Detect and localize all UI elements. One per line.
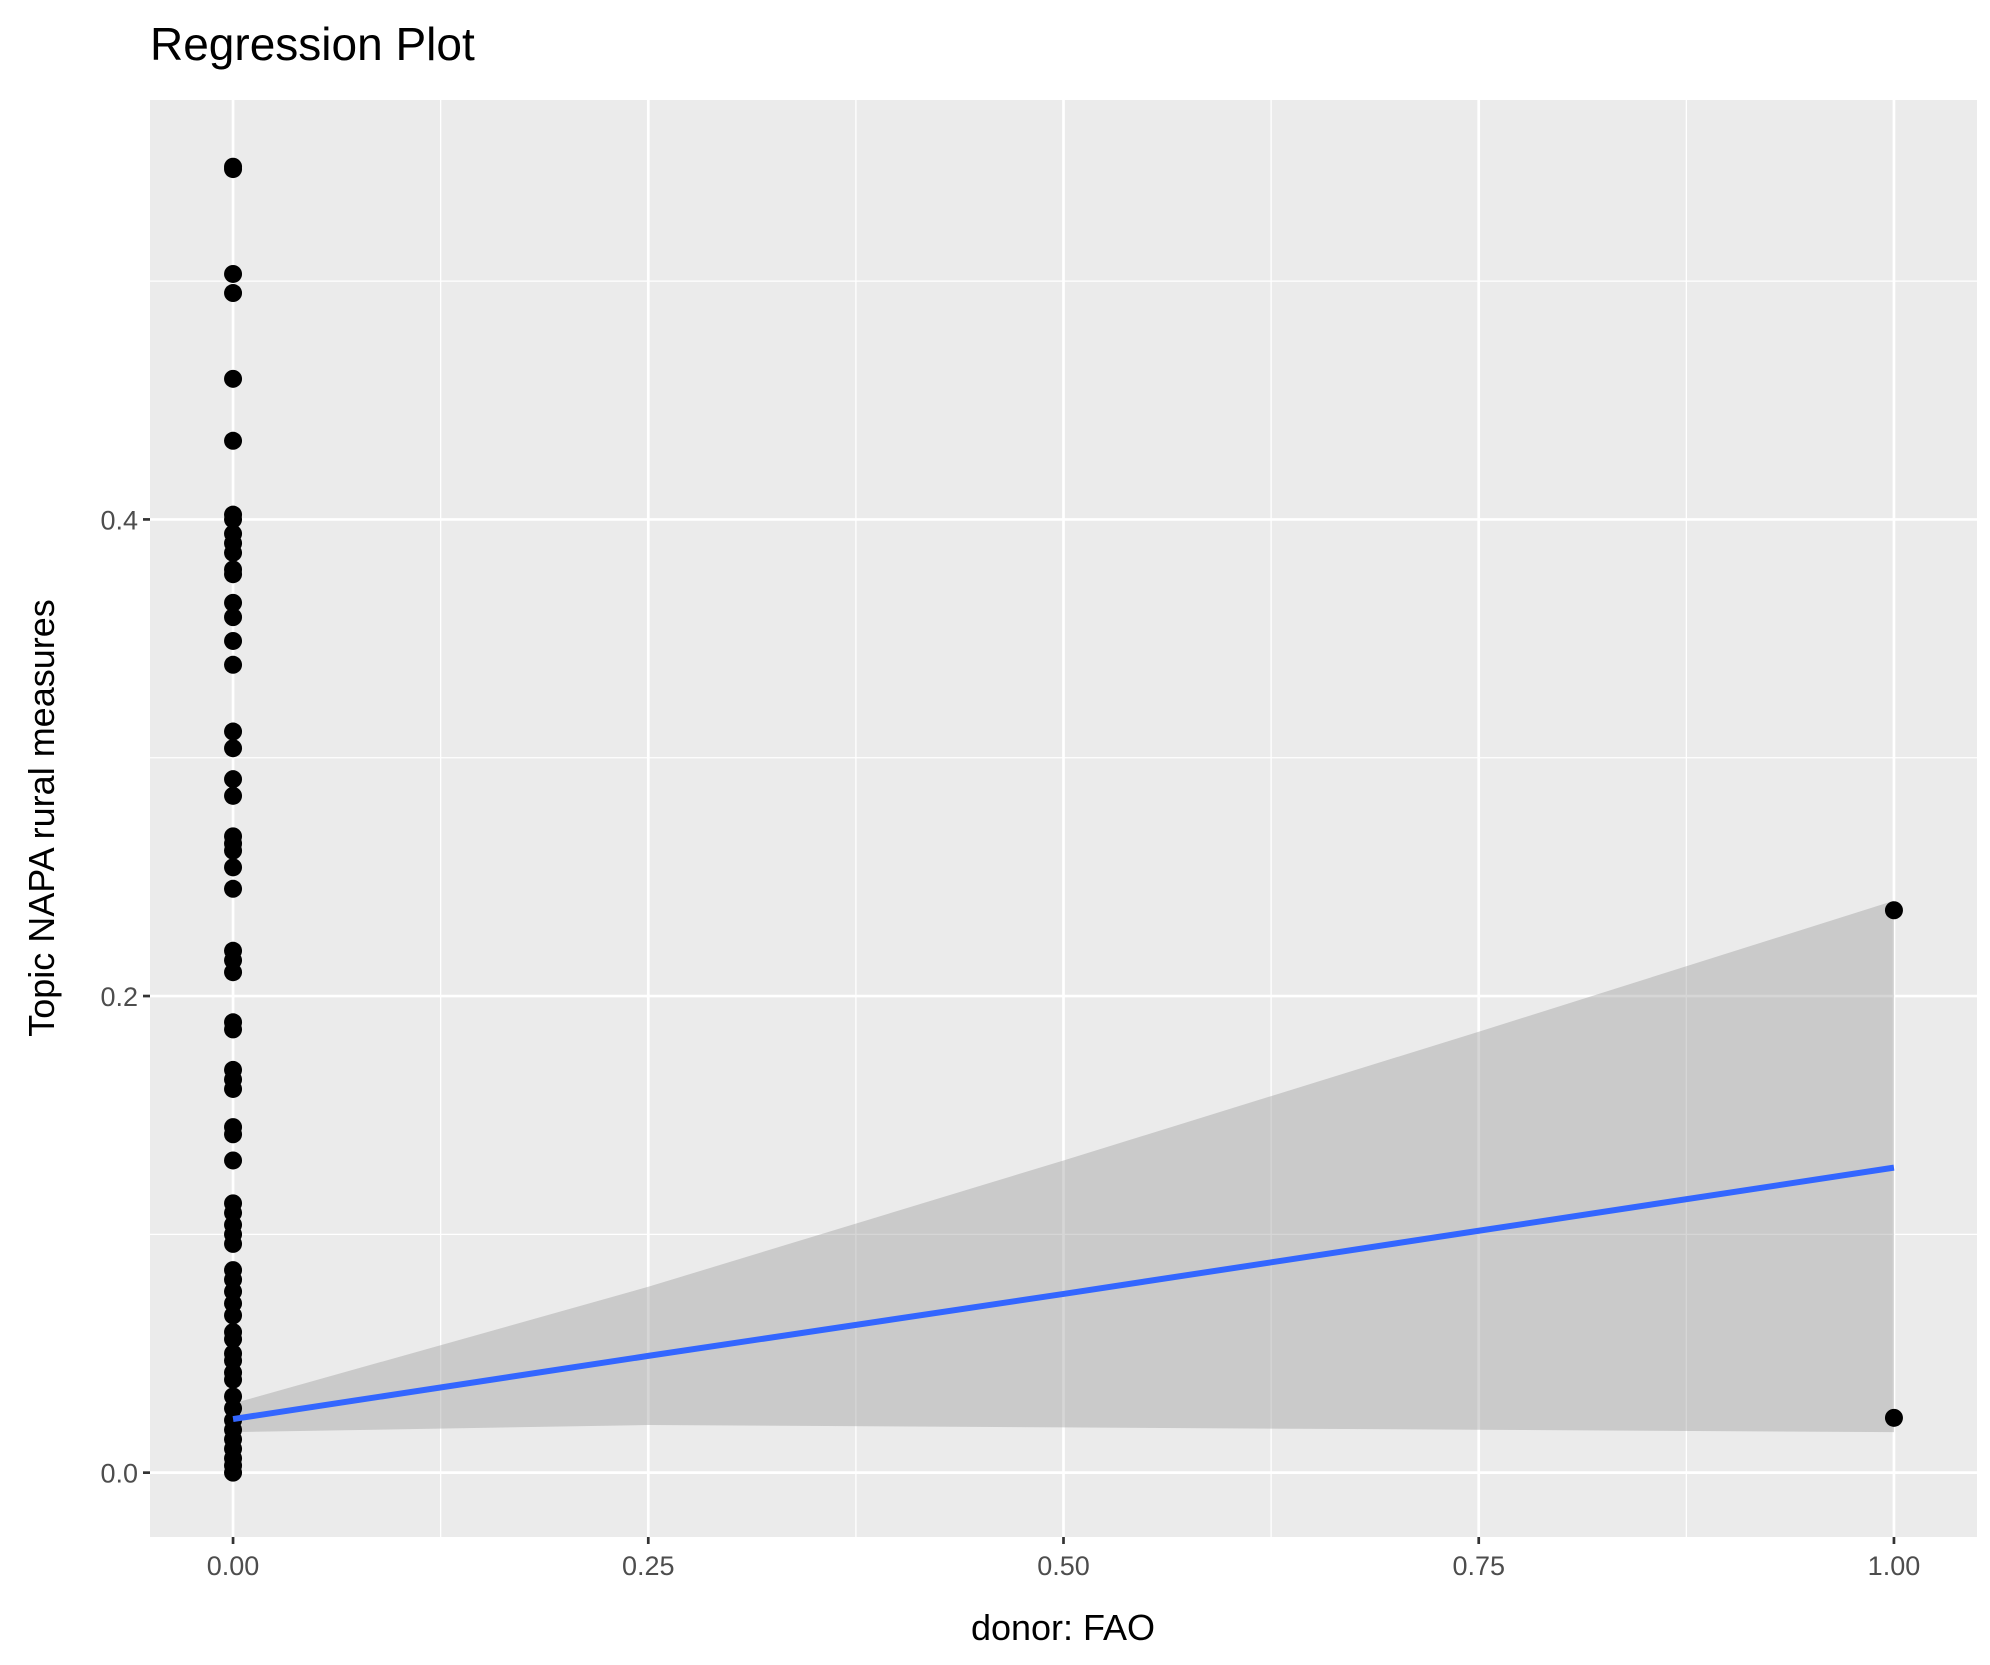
data-point <box>224 1151 243 1170</box>
data-point <box>1884 1408 1903 1427</box>
data-point <box>224 264 243 283</box>
data-point <box>224 786 243 805</box>
x-tick-label: 0.25 <box>622 1551 675 1581</box>
data-point <box>224 1330 243 1349</box>
data-point <box>224 770 243 789</box>
data-point <box>224 431 243 450</box>
data-points <box>224 157 1903 1482</box>
grid-lines <box>150 100 1977 1537</box>
data-point <box>224 1370 243 1389</box>
y-tick-label: 0.2 <box>100 982 138 1012</box>
data-point <box>224 510 243 529</box>
axis-ticks: 0.00 0.25 0.50 0.75 1.00 0.0 0.2 0.4 <box>100 505 1920 1581</box>
data-point <box>224 1306 243 1325</box>
data-point <box>224 543 243 562</box>
data-point <box>224 722 243 741</box>
x-tick-label: 0.50 <box>1037 1551 1090 1581</box>
data-point <box>224 631 243 650</box>
data-point <box>224 1079 243 1098</box>
y-axis-title: Topic NAPA rural measures <box>21 599 62 1037</box>
data-point <box>224 1463 243 1482</box>
data-point <box>224 841 243 860</box>
x-tick-label: 0.00 <box>207 1551 260 1581</box>
x-axis-title: donor: FAO <box>971 1607 1155 1648</box>
data-point <box>224 1234 243 1253</box>
data-point <box>224 655 243 674</box>
y-tick-label: 0.0 <box>100 1459 138 1489</box>
data-point <box>224 963 243 982</box>
regression-line <box>232 1164 1895 1423</box>
data-point <box>224 369 243 388</box>
data-point <box>1884 901 1903 920</box>
chart-title: Regression Plot <box>150 18 475 70</box>
confidence-band <box>233 900 1894 1433</box>
data-point <box>224 160 243 179</box>
data-point <box>224 608 243 627</box>
data-point <box>224 1020 243 1039</box>
x-tick-label: 0.75 <box>1452 1551 1505 1581</box>
data-point <box>224 284 243 303</box>
data-point <box>224 858 243 877</box>
y-tick-label: 0.4 <box>100 505 138 535</box>
data-point <box>224 593 243 612</box>
data-point <box>224 879 243 898</box>
data-point <box>224 565 243 584</box>
data-point <box>224 1125 243 1144</box>
x-tick-label: 1.00 <box>1868 1551 1921 1581</box>
data-point <box>224 739 243 758</box>
